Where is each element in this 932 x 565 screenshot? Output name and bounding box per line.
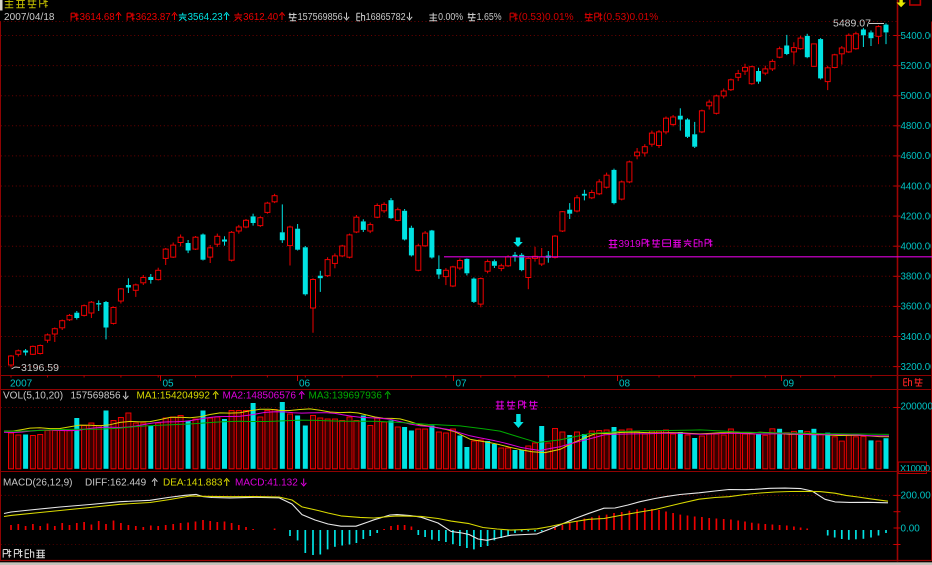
svg-text:06: 06 [299, 379, 311, 390]
svg-text:VOL(5,10,20): VOL(5,10,20) [3, 391, 63, 402]
svg-text:4600.00: 4600.00 [901, 151, 932, 162]
svg-text:2007/04/18: 2007/04/18 [4, 12, 55, 23]
svg-text:MA2:148506576: MA2:148506576 [223, 391, 297, 402]
svg-text:X10000: X10000 [900, 463, 930, 473]
svg-text:5000.00: 5000.00 [901, 91, 932, 102]
svg-text:3919: 3919 [619, 239, 642, 250]
svg-text:MACD(26,12,9): MACD(26,12,9) [3, 478, 72, 489]
svg-text:08: 08 [619, 379, 631, 390]
svg-text:5489.07: 5489.07 [833, 18, 871, 30]
svg-text:MA1:154204992: MA1:154204992 [137, 391, 211, 402]
svg-text:3564.23: 3564.23 [188, 12, 223, 23]
svg-text:3600.00: 3600.00 [901, 302, 932, 313]
svg-text:DEA:141.883: DEA:141.883 [163, 478, 223, 489]
svg-text:3400.00: 3400.00 [901, 332, 932, 343]
svg-text:4400.00: 4400.00 [901, 181, 932, 192]
svg-text:157569856: 157569856 [298, 12, 343, 23]
svg-text:3614.68: 3614.68 [80, 12, 115, 23]
svg-text:4000.00: 4000.00 [901, 242, 932, 253]
svg-text:5200.00: 5200.00 [901, 61, 932, 72]
svg-text:16865782: 16865782 [366, 12, 406, 23]
svg-text:MACD:41.132: MACD:41.132 [235, 478, 298, 489]
svg-text:5400.00: 5400.00 [901, 31, 932, 42]
svg-text:3612.40: 3612.40 [243, 12, 278, 23]
svg-text:4200.00: 4200.00 [901, 211, 932, 222]
svg-text:(0.53)0.01%: (0.53)0.01% [603, 12, 658, 23]
svg-text:MA3:139697936: MA3:139697936 [309, 391, 383, 402]
svg-text:3196.59: 3196.59 [21, 362, 59, 374]
svg-text:05: 05 [163, 379, 175, 390]
svg-text:2007: 2007 [10, 379, 33, 390]
svg-text:4800.00: 4800.00 [901, 121, 932, 132]
svg-text:0.00: 0.00 [901, 523, 921, 534]
svg-text:07: 07 [456, 379, 468, 390]
svg-text:(0.53)0.01%: (0.53)0.01% [519, 12, 574, 23]
svg-text:0.00%: 0.00% [438, 12, 463, 23]
svg-text:1.65%: 1.65% [477, 12, 502, 23]
svg-text:200.00: 200.00 [901, 491, 932, 502]
svg-text:3800.00: 3800.00 [901, 272, 932, 283]
svg-text:09: 09 [783, 379, 795, 390]
svg-text:3200.00: 3200.00 [901, 362, 932, 373]
svg-text:157569856: 157569856 [71, 391, 121, 402]
svg-text:2000000: 2000000 [901, 401, 932, 412]
svg-text:3623.87: 3623.87 [136, 12, 171, 23]
svg-text:DIFF:162.449: DIFF:162.449 [85, 478, 147, 489]
